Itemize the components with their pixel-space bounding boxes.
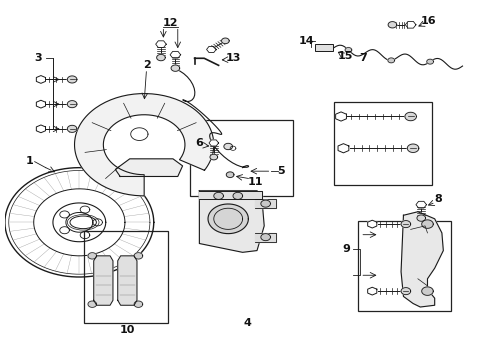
Polygon shape [157,54,165,61]
Bar [334,102,432,185]
Polygon shape [368,220,377,228]
Polygon shape [134,301,143,307]
Polygon shape [67,76,77,83]
Polygon shape [345,48,352,53]
Polygon shape [94,256,113,305]
Polygon shape [261,234,270,241]
Polygon shape [88,253,97,259]
Polygon shape [199,190,262,199]
Polygon shape [388,22,397,28]
Text: 6: 6 [196,138,203,148]
Polygon shape [209,140,219,146]
Polygon shape [401,212,443,307]
Polygon shape [221,38,229,44]
Polygon shape [199,190,264,252]
Bar [190,120,293,196]
Polygon shape [405,21,416,28]
Polygon shape [401,288,411,294]
Polygon shape [115,159,183,176]
Bar [84,231,168,323]
Polygon shape [422,220,433,228]
Polygon shape [338,144,349,153]
Polygon shape [118,256,137,305]
Text: 16: 16 [420,16,436,26]
Polygon shape [427,59,434,64]
Text: 14: 14 [298,36,314,46]
Text: 8: 8 [435,194,442,204]
Text: 13: 13 [225,53,241,63]
Polygon shape [416,201,426,208]
Polygon shape [407,144,419,153]
Polygon shape [210,154,218,160]
Bar [315,44,333,51]
Text: 15: 15 [338,51,353,61]
Polygon shape [422,287,433,295]
Polygon shape [255,199,276,208]
Polygon shape [74,94,214,196]
Polygon shape [156,41,166,48]
Text: 9: 9 [342,244,350,254]
Text: 1: 1 [26,156,34,166]
Polygon shape [401,221,411,228]
Polygon shape [388,58,394,63]
Polygon shape [405,112,416,121]
Polygon shape [88,301,97,307]
Text: 7: 7 [359,53,367,63]
Text: 12: 12 [163,18,178,28]
Text: 11: 11 [248,177,263,187]
Polygon shape [207,46,216,53]
Polygon shape [336,112,346,121]
Polygon shape [417,215,425,221]
Polygon shape [36,76,46,83]
Bar [358,221,451,311]
Polygon shape [36,100,46,108]
Polygon shape [67,101,77,108]
Polygon shape [5,168,154,277]
Polygon shape [261,200,270,207]
Text: 5: 5 [277,166,285,176]
Polygon shape [170,51,181,58]
Text: 3: 3 [35,53,42,63]
Polygon shape [67,125,77,132]
Polygon shape [134,253,143,259]
Text: 10: 10 [120,325,135,335]
Polygon shape [233,192,243,199]
Polygon shape [226,172,234,177]
Polygon shape [171,65,180,71]
Text: 2: 2 [143,60,150,70]
Text: 4: 4 [244,318,251,328]
Polygon shape [224,143,233,150]
Polygon shape [208,204,248,234]
Polygon shape [36,125,46,133]
Polygon shape [214,192,223,199]
Polygon shape [368,287,377,295]
Polygon shape [255,233,276,242]
